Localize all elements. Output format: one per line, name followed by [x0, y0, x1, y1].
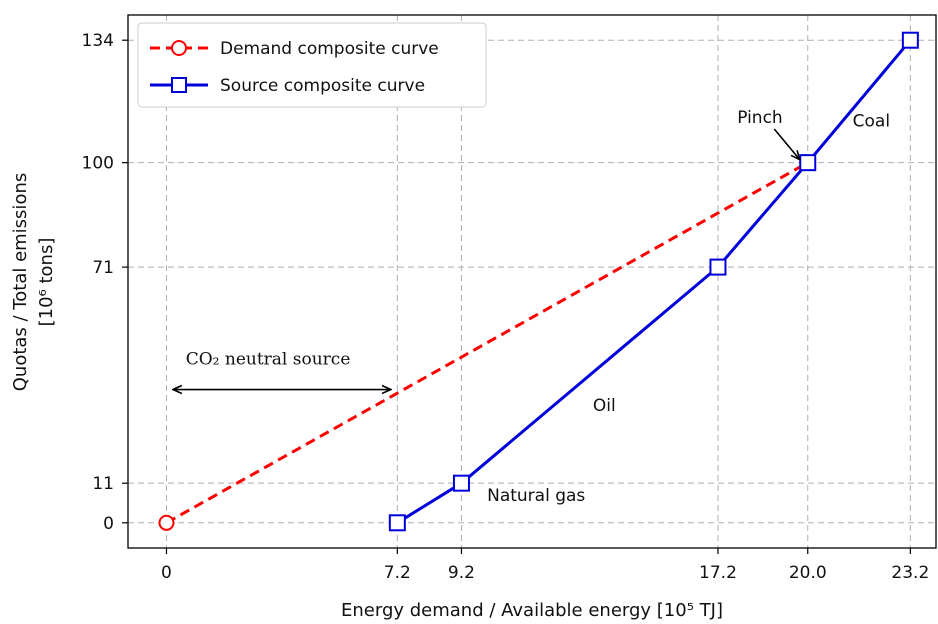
legend-demand-label: Demand composite curve — [220, 39, 439, 59]
annotation-3: Natural gas — [487, 486, 585, 506]
x-tick-label-4: 20.0 — [789, 563, 827, 583]
x-tick-label-1: 7.2 — [384, 563, 411, 583]
legend: Demand composite curve Source composite … — [137, 22, 487, 108]
y-axis-unit-label: [10⁶ tons] — [36, 238, 57, 327]
annotation-0: Pinch — [737, 108, 783, 128]
y-tick-label-0: 0 — [103, 514, 114, 534]
annotations: Pinch Coal Oil Natural gas CO₂ neutral sourc… — [173, 108, 890, 506]
plot-frame — [127, 14, 937, 549]
y-axis-label: Quotas / Total emissions — [10, 173, 31, 392]
x-axis-label: Energy demand / Available energy [10⁵ TJ… — [341, 600, 723, 621]
series-1-point-1 — [452, 474, 470, 492]
legend-source-label: Source composite curve — [220, 76, 425, 96]
series-1-point-2 — [709, 258, 727, 276]
annotation-1: Coal — [853, 112, 890, 132]
legend-box — [137, 22, 487, 108]
series-line-0 — [165, 161, 809, 525]
series-0-point-0 — [158, 514, 175, 531]
series-1-point-0 — [388, 514, 406, 532]
y-tick-label-1: 11 — [92, 474, 114, 494]
x-tick-label-3: 17.2 — [699, 563, 737, 583]
y-axis: 0 11 71 100 134 — [82, 31, 128, 534]
legend-source-marker — [171, 77, 187, 93]
x-tick-label-2: 9.2 — [448, 563, 475, 583]
x-tick-label-5: 23.2 — [891, 563, 929, 583]
annotation-4: CO₂ neutral source — [186, 349, 351, 369]
annotation-2: Oil — [593, 396, 616, 416]
series-1-point-3 — [799, 154, 817, 172]
x-axis: 0 7.2 9.2 17.2 20.0 23.2 — [161, 548, 929, 583]
series-line-1 — [396, 39, 912, 525]
series-1-point-4 — [901, 31, 919, 49]
y-tick-label-3: 100 — [82, 154, 114, 174]
series-layer — [158, 31, 919, 532]
y-tick-label-4: 134 — [82, 31, 114, 51]
x-tick-label-0: 0 — [161, 563, 172, 583]
y-tick-label-2: 71 — [92, 258, 114, 278]
annotation-0-arrow — [773, 128, 799, 160]
legend-demand-marker — [171, 40, 187, 56]
